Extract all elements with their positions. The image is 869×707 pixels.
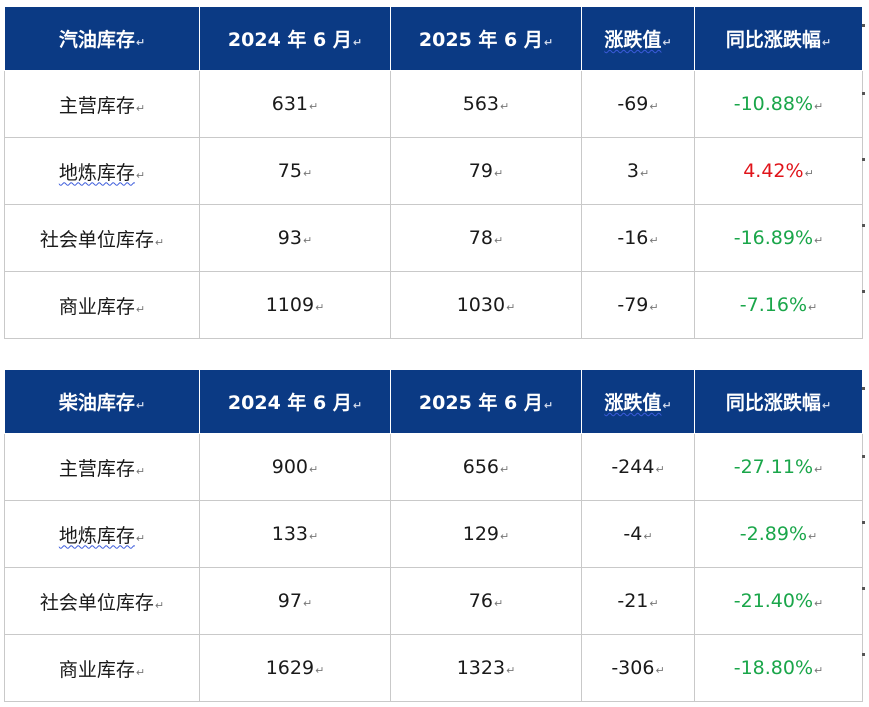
table-row: 主营库存↵ 631↵ 563↵ -69↵ -10.88%↵: [4, 70, 863, 138]
change-value: -306↵: [581, 634, 695, 702]
table-row: 社会单位库存↵ 93↵ 78↵ -16↵ -16.89%↵: [4, 204, 863, 272]
row-label: 社会单位库存↵: [4, 567, 200, 635]
table-header-row: 汽油库存↵ 2024 年 6 月↵ 2025 年 6 月↵ 涨跌值↵ 同比涨跌幅…: [4, 6, 863, 71]
row-label: 地炼库存↵: [4, 500, 200, 568]
table-row: 地炼库存↵ 75↵ 79↵ 3↵ 4.42%↵: [4, 137, 863, 205]
value-2025: 129↵: [390, 500, 582, 568]
header-cell: 2024 年 6 月↵: [199, 369, 391, 434]
value-2025: 76↵: [390, 567, 582, 635]
row-end-marker: [862, 521, 865, 524]
header-cell: 2024 年 6 月↵: [199, 6, 391, 71]
value-2024: 75↵: [199, 137, 391, 205]
value-2024: 133↵: [199, 500, 391, 568]
change-value: 3↵: [581, 137, 695, 205]
yoy-percent: -7.16%↵: [694, 271, 863, 339]
change-value: -69↵: [581, 70, 695, 138]
header-cell: 2025 年 6 月↵: [390, 369, 582, 434]
change-value: -4↵: [581, 500, 695, 568]
value-2025: 1323↵: [390, 634, 582, 702]
table-row: 商业库存↵ 1109↵ 1030↵ -79↵ -7.16%↵: [4, 271, 863, 339]
yoy-percent: 4.42%↵: [694, 137, 863, 205]
row-label: 主营库存↵: [4, 70, 200, 138]
row-end-marker: [862, 587, 865, 590]
change-value: -16↵: [581, 204, 695, 272]
diesel-inventory-table: 柴油库存↵ 2024 年 6 月↵ 2025 年 6 月↵ 涨跌值↵ 同比涨跌幅…: [4, 369, 863, 702]
yoy-percent: -2.89%↵: [694, 500, 863, 568]
row-end-marker: [862, 158, 865, 161]
value-2024: 93↵: [199, 204, 391, 272]
header-cell: 柴油库存↵: [4, 369, 200, 434]
gasoline-inventory-table: 汽油库存↵ 2024 年 6 月↵ 2025 年 6 月↵ 涨跌值↵ 同比涨跌幅…: [4, 6, 863, 339]
yoy-percent: -10.88%↵: [694, 70, 863, 138]
header-cell: 汽油库存↵: [4, 6, 200, 71]
header-cell: 涨跌值↵: [581, 6, 695, 71]
value-2025: 78↵: [390, 204, 582, 272]
yoy-percent: -21.40%↵: [694, 567, 863, 635]
value-2025: 563↵: [390, 70, 582, 138]
header-cell: 2025 年 6 月↵: [390, 6, 582, 71]
row-label: 地炼库存↵: [4, 137, 200, 205]
row-end-marker: [862, 455, 865, 458]
value-2024: 97↵: [199, 567, 391, 635]
row-end-marker: [862, 387, 865, 390]
row-end-marker: [862, 24, 865, 27]
row-label: 商业库存↵: [4, 271, 200, 339]
value-2024: 900↵: [199, 433, 391, 501]
value-2024: 1629↵: [199, 634, 391, 702]
table-row: 商业库存↵ 1629↵ 1323↵ -306↵ -18.80%↵: [4, 634, 863, 702]
table-row: 地炼库存↵ 133↵ 129↵ -4↵ -2.89%↵: [4, 500, 863, 568]
row-end-marker: [862, 224, 865, 227]
change-value: -21↵: [581, 567, 695, 635]
yoy-percent: -18.80%↵: [694, 634, 863, 702]
yoy-percent: -27.11%↵: [694, 433, 863, 501]
yoy-percent: -16.89%↵: [694, 204, 863, 272]
row-label: 社会单位库存↵: [4, 204, 200, 272]
header-cell: 同比涨跌幅↵: [694, 6, 863, 71]
row-end-marker: [862, 92, 865, 95]
table-header-row: 柴油库存↵ 2024 年 6 月↵ 2025 年 6 月↵ 涨跌值↵ 同比涨跌幅…: [4, 369, 863, 434]
row-end-marker: [862, 653, 865, 656]
value-2025: 1030↵: [390, 271, 582, 339]
table-row: 主营库存↵ 900↵ 656↵ -244↵ -27.11%↵: [4, 433, 863, 501]
table-row: 社会单位库存↵ 97↵ 76↵ -21↵ -21.40%↵: [4, 567, 863, 635]
header-cell: 涨跌值↵: [581, 369, 695, 434]
value-2024: 1109↵: [199, 271, 391, 339]
row-label: 商业库存↵: [4, 634, 200, 702]
value-2025: 656↵: [390, 433, 582, 501]
header-cell: 同比涨跌幅↵: [694, 369, 863, 434]
value-2025: 79↵: [390, 137, 582, 205]
change-value: -79↵: [581, 271, 695, 339]
change-value: -244↵: [581, 433, 695, 501]
row-label: 主营库存↵: [4, 433, 200, 501]
row-end-marker: [862, 290, 865, 293]
value-2024: 631↵: [199, 70, 391, 138]
